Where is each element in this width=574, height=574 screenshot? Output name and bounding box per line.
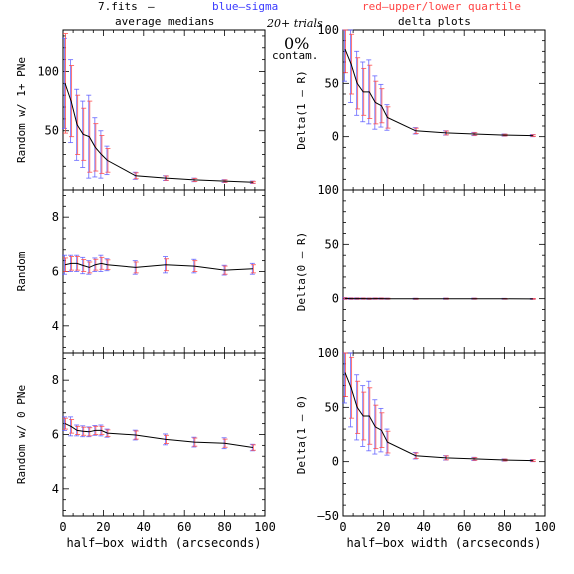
series-line bbox=[64, 83, 253, 183]
x-tick-label: 20 bbox=[376, 520, 390, 534]
y-tick-label: 50 bbox=[45, 124, 59, 138]
y-tick-label: 50 bbox=[325, 76, 339, 90]
series-line bbox=[64, 262, 253, 271]
y-tick-label: 6 bbox=[52, 428, 59, 442]
y-tick-label: 4 bbox=[52, 319, 59, 333]
y-axis-label: Delta(0 – R) bbox=[295, 232, 308, 311]
y-axis-label: Random w/ 0 PNe bbox=[15, 385, 28, 484]
header-dash: – bbox=[148, 0, 155, 13]
panel-top-right: 0 50 100 Delta(1 – R) bbox=[295, 23, 546, 191]
plot-frame bbox=[62, 29, 266, 191]
y-axis-label: Random w/ 1+ PNe bbox=[15, 57, 28, 163]
y-tick-label: –50 bbox=[317, 509, 339, 523]
y-tick-label: 0 bbox=[332, 292, 339, 306]
y-tick-label: 8 bbox=[52, 210, 59, 224]
series-line bbox=[344, 49, 533, 137]
contam-label: contam. bbox=[272, 49, 319, 62]
y-tick-label: 50 bbox=[325, 237, 339, 251]
y-tick-label: 8 bbox=[52, 373, 59, 387]
panel-mid-right: 0 50 100 Delta(0 – R) bbox=[295, 183, 546, 354]
x-tick-label: 60 bbox=[457, 520, 471, 534]
right-column-title: delta plots bbox=[398, 15, 471, 28]
plot-frame bbox=[62, 352, 266, 517]
x-axis-label: half–box width (arcseconds) bbox=[66, 536, 261, 550]
x-tick-label: 60 bbox=[177, 520, 191, 534]
x-axis-label: half–box width (arcseconds) bbox=[346, 536, 541, 550]
series-line bbox=[344, 372, 533, 462]
x-tick-label: 100 bbox=[254, 520, 276, 534]
y-tick-label: 100 bbox=[317, 183, 339, 197]
y-tick-label: 100 bbox=[317, 23, 339, 37]
y-tick-label: 4 bbox=[52, 482, 59, 496]
legend-sigma: blue–sigma bbox=[212, 0, 279, 13]
x-tick-label: 80 bbox=[217, 520, 231, 534]
x-tick-label: 80 bbox=[497, 520, 511, 534]
x-tick-label: 40 bbox=[417, 520, 431, 534]
file-label: 7.fits bbox=[98, 0, 138, 13]
series-line bbox=[64, 423, 253, 448]
x-tick-label: 0 bbox=[59, 520, 66, 534]
y-tick-label: 100 bbox=[317, 346, 339, 360]
plot-frame bbox=[342, 29, 546, 191]
panel-mid-left: 4 6 8 Random bbox=[15, 189, 266, 354]
y-tick-label: 100 bbox=[37, 64, 59, 78]
x-tick-label: 20 bbox=[96, 520, 110, 534]
plot-frame bbox=[342, 352, 546, 517]
left-column-title: average medians bbox=[115, 15, 215, 28]
series-line bbox=[344, 297, 533, 300]
y-tick-label: 0 bbox=[332, 455, 339, 469]
y-axis-label: Delta(1 – R) bbox=[295, 70, 308, 149]
y-tick-label: 50 bbox=[325, 400, 339, 414]
y-tick-label: 0 bbox=[332, 130, 339, 144]
legend-quartile: red–upper/lower quartile bbox=[362, 0, 521, 13]
panel-top-left: 50 100 Random w/ 1+ PNe bbox=[15, 29, 266, 191]
plot-frame bbox=[342, 189, 546, 354]
y-axis-label: Random bbox=[15, 251, 28, 291]
y-axis-label: Delta(1 – 0) bbox=[295, 395, 308, 474]
y-tick-label: 6 bbox=[52, 265, 59, 279]
x-tick-label: 0 bbox=[339, 520, 346, 534]
trials-label: 20+ trials bbox=[267, 17, 323, 30]
x-tick-label: 40 bbox=[137, 520, 151, 534]
contam-percent: 0% bbox=[284, 34, 310, 53]
x-tick-label: 100 bbox=[534, 520, 556, 534]
